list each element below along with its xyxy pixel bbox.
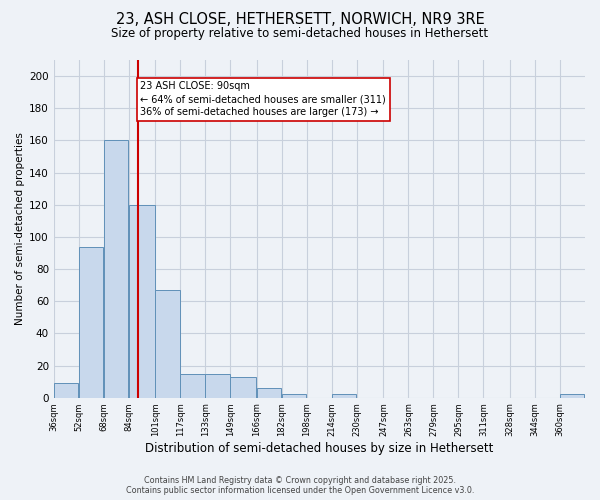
Bar	[560, 394, 584, 398]
Bar	[181, 374, 205, 398]
Bar	[205, 374, 230, 398]
Bar	[230, 377, 256, 398]
Bar	[282, 394, 306, 398]
Bar	[155, 290, 179, 398]
Bar	[129, 204, 155, 398]
Text: Size of property relative to semi-detached houses in Hethersett: Size of property relative to semi-detach…	[112, 28, 488, 40]
Text: Contains HM Land Registry data © Crown copyright and database right 2025.
Contai: Contains HM Land Registry data © Crown c…	[126, 476, 474, 495]
Text: 23, ASH CLOSE, HETHERSETT, NORWICH, NR9 3RE: 23, ASH CLOSE, HETHERSETT, NORWICH, NR9 …	[116, 12, 484, 28]
Bar	[257, 388, 281, 398]
Y-axis label: Number of semi-detached properties: Number of semi-detached properties	[15, 132, 25, 326]
Bar	[332, 394, 356, 398]
Bar	[54, 383, 78, 398]
X-axis label: Distribution of semi-detached houses by size in Hethersett: Distribution of semi-detached houses by …	[145, 442, 494, 455]
Bar	[104, 140, 128, 398]
Bar	[79, 246, 103, 398]
Text: 23 ASH CLOSE: 90sqm
← 64% of semi-detached houses are smaller (311)
36% of semi-: 23 ASH CLOSE: 90sqm ← 64% of semi-detach…	[140, 81, 386, 118]
